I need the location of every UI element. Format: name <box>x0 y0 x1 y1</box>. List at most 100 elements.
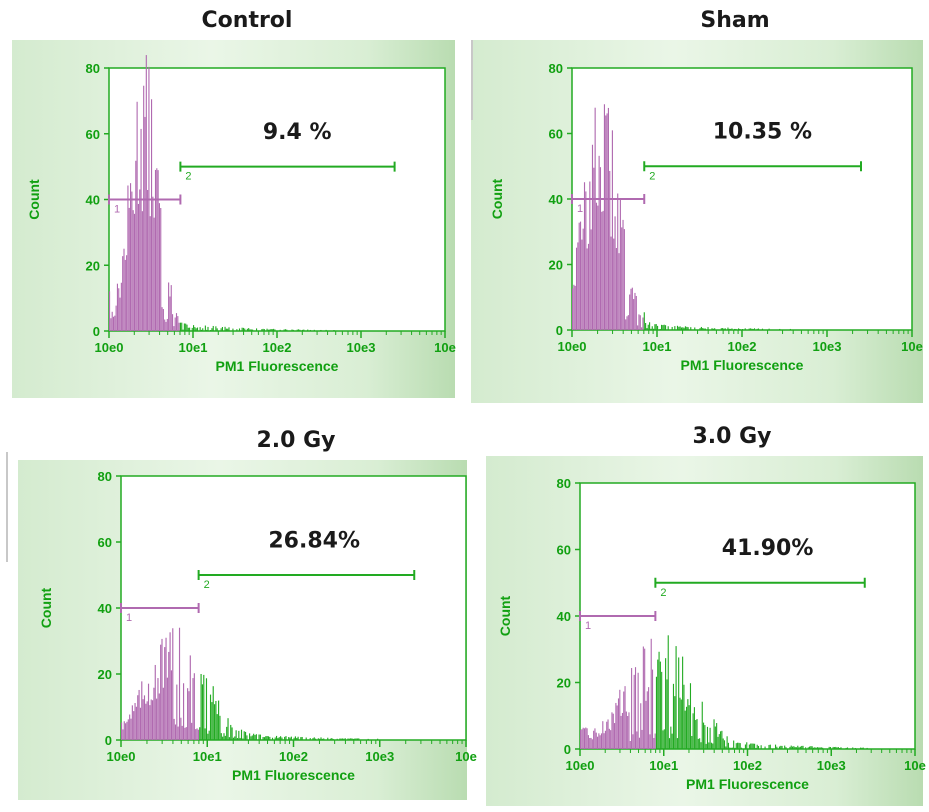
y-tick-label: 40 <box>557 609 571 624</box>
panel-title: 3.0 Gy <box>692 424 772 449</box>
histogram-bar <box>168 651 170 740</box>
gate-percentage-label: 26.84% <box>268 528 360 553</box>
histogram-bar <box>239 737 241 740</box>
y-axis-title: Count <box>26 179 42 220</box>
histogram-bar <box>246 328 248 331</box>
histogram-bar <box>176 684 178 740</box>
histogram-bar <box>688 705 690 749</box>
histogram-bar <box>819 747 821 749</box>
histogram-bar <box>200 673 202 740</box>
histogram-bar <box>252 329 254 331</box>
histogram-bar <box>662 730 664 749</box>
histogram-bar <box>805 747 807 749</box>
histogram-bar <box>663 729 665 749</box>
histogram-bar <box>186 324 188 331</box>
histogram-bar <box>134 703 136 740</box>
histogram-bar <box>212 686 214 740</box>
histogram-bar <box>207 733 209 740</box>
histogram-bar <box>160 208 162 331</box>
histogram-bar <box>757 328 760 330</box>
histogram-bar <box>668 738 671 749</box>
histogram-bar <box>637 672 639 749</box>
histogram-bar <box>292 329 294 331</box>
histogram-bar <box>754 743 756 749</box>
histogram-bar <box>312 738 314 740</box>
histogram-bar <box>203 674 205 740</box>
histogram-bar <box>594 107 596 330</box>
y-tick-label: 80 <box>557 476 571 491</box>
histogram-bar <box>199 727 201 740</box>
histogram-bar <box>153 217 155 331</box>
histogram-bar <box>816 747 818 749</box>
histogram-bar <box>795 747 798 749</box>
histogram-bar <box>586 248 588 330</box>
histogram-bar <box>660 324 663 330</box>
histogram-bar <box>617 193 619 330</box>
histogram-bar <box>111 311 113 331</box>
histogram-bar <box>577 242 579 330</box>
histogram-bar <box>192 678 194 740</box>
histogram-bar <box>712 743 714 749</box>
histogram-bar <box>725 746 727 749</box>
histogram-bar <box>642 646 644 749</box>
histogram-bar <box>305 737 307 740</box>
histogram-bar <box>208 730 210 740</box>
histogram-bar <box>784 745 786 749</box>
histogram-bar <box>607 719 609 749</box>
histogram-bar <box>631 668 633 749</box>
histogram-bar <box>147 189 149 331</box>
histogram-bar <box>625 711 627 749</box>
histogram-bar <box>173 718 175 740</box>
histogram-bar <box>165 321 167 331</box>
histogram-bar <box>232 328 234 331</box>
histogram-bar <box>293 737 295 740</box>
histogram-bar <box>248 328 250 331</box>
histogram-bar <box>339 738 341 740</box>
histogram-bar <box>211 702 213 740</box>
histogram-bar <box>285 736 287 740</box>
histogram-bar <box>722 738 724 749</box>
histogram-bar <box>683 684 685 749</box>
histogram-bar <box>862 747 864 749</box>
gate-percentage-label: 41.90% <box>722 536 814 561</box>
histogram-bar <box>325 329 327 331</box>
histogram-bar <box>724 328 726 330</box>
histogram-bar <box>591 739 593 749</box>
histogram-bar <box>616 705 618 749</box>
histogram-bar <box>147 683 150 740</box>
histogram-bar <box>612 713 614 749</box>
histogram-bar <box>689 683 692 749</box>
y-tick-label: 60 <box>557 543 571 558</box>
histogram-bar <box>680 699 682 749</box>
histogram-bar <box>733 740 735 749</box>
histogram-bar <box>347 738 349 740</box>
x-tick-label: 10e <box>455 749 477 764</box>
histogram-bar <box>358 738 360 740</box>
histogram-bar <box>717 736 719 749</box>
histogram-bar <box>200 329 202 331</box>
histogram-bar <box>600 733 603 749</box>
histogram-bar <box>709 727 711 749</box>
histogram-bar <box>649 734 651 749</box>
histogram-bar <box>231 727 233 740</box>
histogram-bar <box>700 326 702 330</box>
histogram-bar <box>697 738 699 749</box>
histogram-bar <box>713 719 715 749</box>
y-tick-label: 20 <box>86 258 100 273</box>
histogram-bar <box>355 738 357 740</box>
y-tick-label: 0 <box>556 323 563 338</box>
histogram-bar <box>723 328 725 330</box>
histogram-bar <box>157 170 159 331</box>
histogram-bar <box>280 736 282 740</box>
y-tick-label: 0 <box>93 324 100 339</box>
histogram-bar <box>281 737 283 740</box>
histogram-bar <box>712 328 714 330</box>
x-axis-title: PM1 Fluorescence <box>216 358 339 374</box>
histogram-bar <box>180 717 182 740</box>
histogram-bar <box>153 687 155 740</box>
histogram-bar <box>614 723 616 749</box>
histogram-bar <box>249 733 251 740</box>
histogram-bar <box>195 328 197 331</box>
histogram-bar <box>654 324 656 330</box>
gate-label: 1 <box>114 204 120 216</box>
